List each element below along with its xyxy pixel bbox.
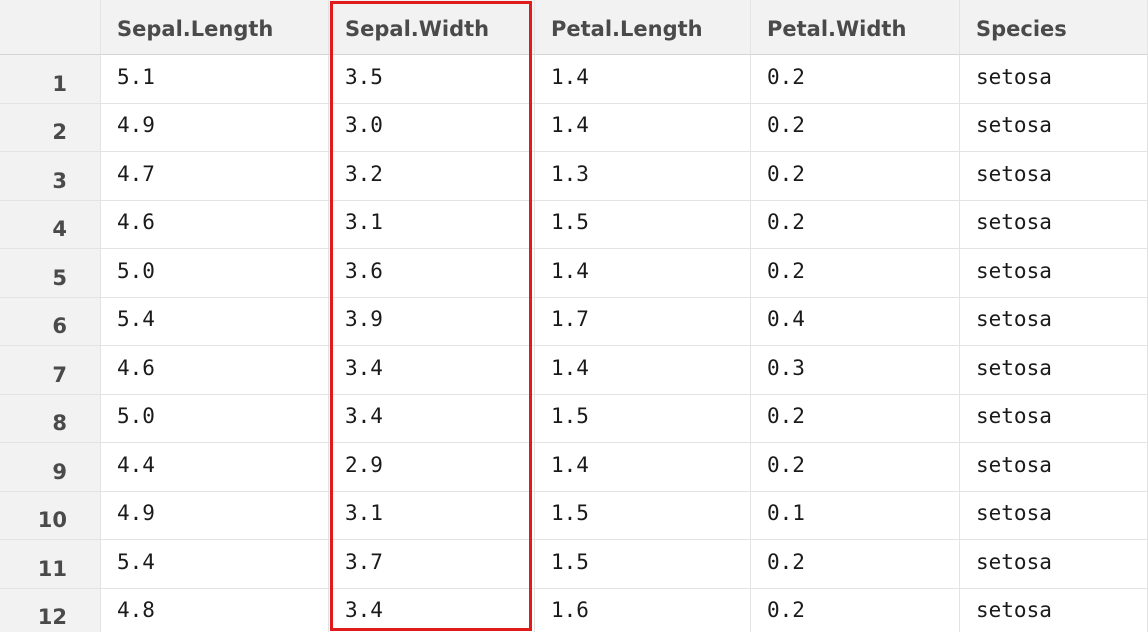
row-number: 2: [0, 103, 101, 152]
row-number: 9: [0, 443, 101, 492]
row-number: 8: [0, 394, 101, 443]
table-cell-sepal-width[interactable]: 3.4: [329, 588, 535, 632]
table-cell-sepal-width[interactable]: 3.6: [329, 249, 535, 298]
table-cell-petal-length[interactable]: 1.4: [535, 55, 751, 104]
table-cell-species[interactable]: setosa: [960, 394, 1148, 443]
table-cell-species[interactable]: setosa: [960, 346, 1148, 395]
table-cell-petal-length[interactable]: 1.5: [535, 540, 751, 589]
header-corner: [0, 0, 101, 55]
table-cell-sepal-width[interactable]: 3.0: [329, 103, 535, 152]
table-cell-sepal-length[interactable]: 5.0: [101, 249, 329, 298]
table-cell-petal-width[interactable]: 0.2: [751, 249, 960, 298]
table-cell-sepal-length[interactable]: 5.4: [101, 297, 329, 346]
table-cell-petal-width[interactable]: 0.2: [751, 443, 960, 492]
table-cell-sepal-length[interactable]: 5.0: [101, 394, 329, 443]
table-cell-petal-width[interactable]: 0.2: [751, 588, 960, 632]
table-cell-petal-width[interactable]: 0.1: [751, 491, 960, 540]
table-cell-sepal-width[interactable]: 3.4: [329, 346, 535, 395]
table-cell-species[interactable]: setosa: [960, 443, 1148, 492]
column-header-petal-length[interactable]: Petal.Length: [535, 0, 751, 55]
table-cell-petal-length[interactable]: 1.5: [535, 394, 751, 443]
table-cell-petal-width[interactable]: 0.3: [751, 346, 960, 395]
table-cell-sepal-width[interactable]: 3.5: [329, 55, 535, 104]
column-header-sepal-length[interactable]: Sepal.Length: [101, 0, 329, 55]
table-cell-petal-length[interactable]: 1.4: [535, 103, 751, 152]
row-number: 7: [0, 346, 101, 395]
table-cell-sepal-width[interactable]: 2.9: [329, 443, 535, 492]
table-cell-species[interactable]: setosa: [960, 103, 1148, 152]
column-header-petal-width[interactable]: Petal.Width: [751, 0, 960, 55]
table-cell-sepal-length[interactable]: 4.9: [101, 103, 329, 152]
row-number: 10: [0, 491, 101, 540]
row-number: 3: [0, 152, 101, 201]
table-cell-petal-width[interactable]: 0.2: [751, 103, 960, 152]
table-cell-petal-length[interactable]: 1.7: [535, 297, 751, 346]
table-cell-sepal-width[interactable]: 3.1: [329, 200, 535, 249]
row-number: 6: [0, 297, 101, 346]
table-cell-sepal-length[interactable]: 4.6: [101, 200, 329, 249]
table-cell-species[interactable]: setosa: [960, 152, 1148, 201]
table-cell-sepal-width[interactable]: 3.7: [329, 540, 535, 589]
table-cell-species[interactable]: setosa: [960, 55, 1148, 104]
table-cell-petal-length[interactable]: 1.5: [535, 491, 751, 540]
table-cell-sepal-length[interactable]: 4.4: [101, 443, 329, 492]
row-number: 12: [0, 588, 101, 632]
table-cell-species[interactable]: setosa: [960, 491, 1148, 540]
table-cell-sepal-length[interactable]: 5.1: [101, 55, 329, 104]
table-cell-sepal-length[interactable]: 4.8: [101, 588, 329, 632]
table-cell-sepal-width[interactable]: 3.9: [329, 297, 535, 346]
table-cell-petal-width[interactable]: 0.2: [751, 152, 960, 201]
row-number: 4: [0, 200, 101, 249]
table-cell-petal-length[interactable]: 1.4: [535, 443, 751, 492]
table-cell-petal-width[interactable]: 0.2: [751, 200, 960, 249]
table-cell-petal-width[interactable]: 0.2: [751, 540, 960, 589]
table-cell-sepal-length[interactable]: 4.9: [101, 491, 329, 540]
table-cell-species[interactable]: setosa: [960, 249, 1148, 298]
table-cell-sepal-width[interactable]: 3.1: [329, 491, 535, 540]
table-cell-petal-length[interactable]: 1.5: [535, 200, 751, 249]
table-cell-petal-length[interactable]: 1.3: [535, 152, 751, 201]
table-cell-species[interactable]: setosa: [960, 297, 1148, 346]
table-cell-petal-length[interactable]: 1.4: [535, 249, 751, 298]
table-cell-sepal-length[interactable]: 4.7: [101, 152, 329, 201]
table-cell-petal-width[interactable]: 0.2: [751, 55, 960, 104]
table-cell-petal-length[interactable]: 1.4: [535, 346, 751, 395]
table-cell-species[interactable]: setosa: [960, 200, 1148, 249]
table-cell-sepal-width[interactable]: 3.2: [329, 152, 535, 201]
table-cell-sepal-width[interactable]: 3.4: [329, 394, 535, 443]
column-header-sepal-width[interactable]: Sepal.Width: [329, 0, 535, 55]
table-cell-species[interactable]: setosa: [960, 540, 1148, 589]
table-cell-sepal-length[interactable]: 4.6: [101, 346, 329, 395]
row-number: 5: [0, 249, 101, 298]
table-cell-species[interactable]: setosa: [960, 588, 1148, 632]
column-header-species[interactable]: Species: [960, 0, 1148, 55]
table-cell-sepal-length[interactable]: 5.4: [101, 540, 329, 589]
table-cell-petal-length[interactable]: 1.6: [535, 588, 751, 632]
row-number: 11: [0, 540, 101, 589]
table-cell-petal-width[interactable]: 0.4: [751, 297, 960, 346]
table-cell-petal-width[interactable]: 0.2: [751, 394, 960, 443]
row-number: 1: [0, 55, 101, 104]
